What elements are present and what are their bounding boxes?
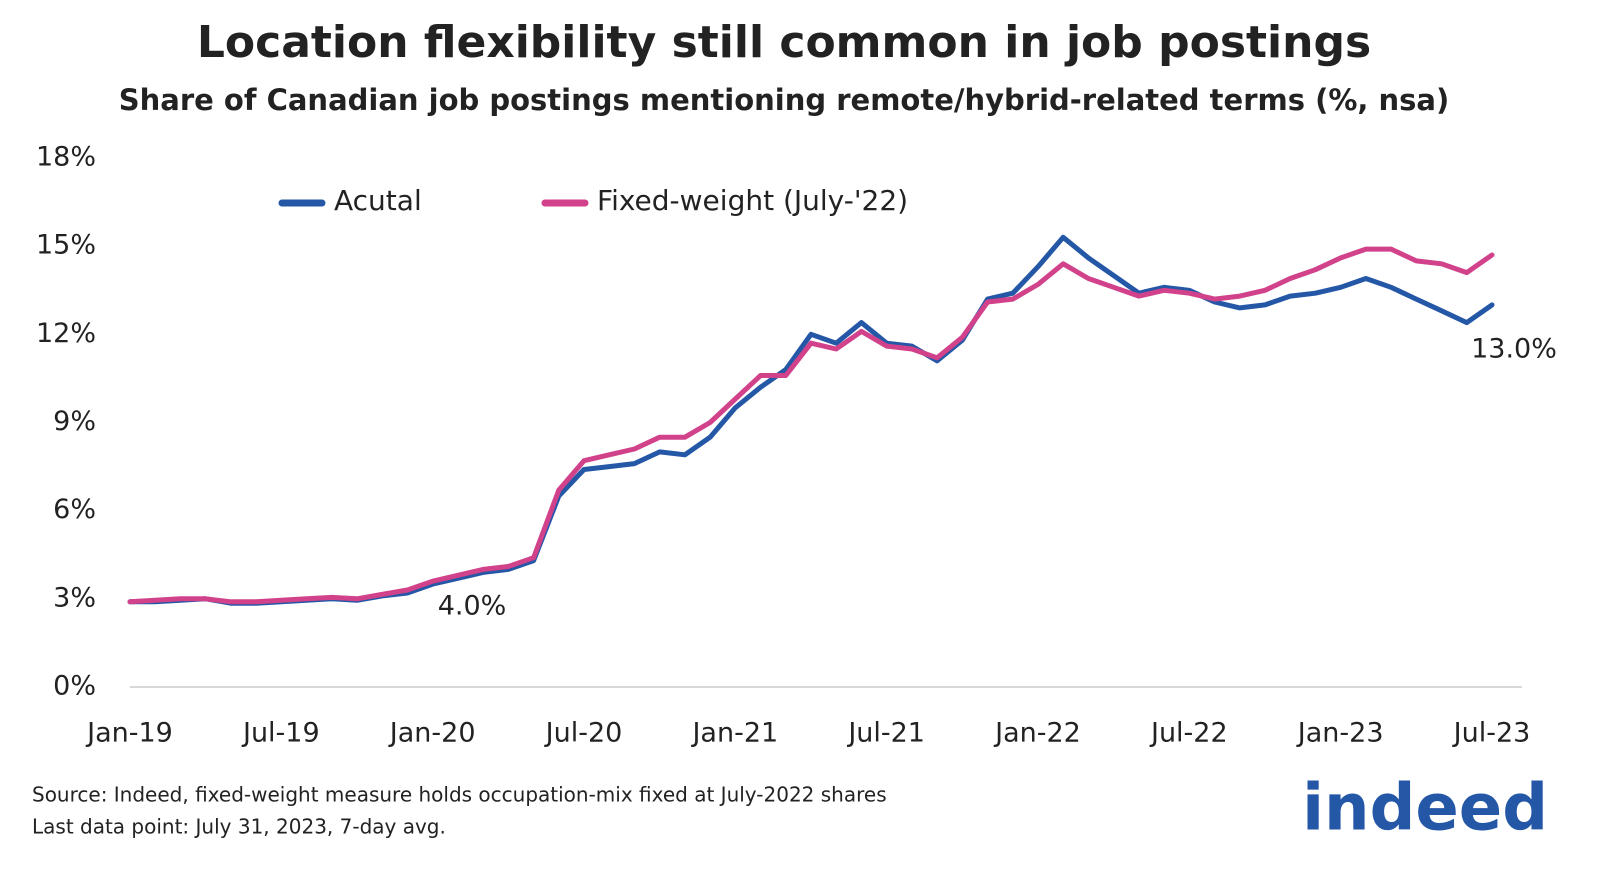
source-note: Source: Indeed, fixed-weight measure hol… [32,783,887,807]
series-line [127,246,1495,605]
legend-label: Acutal [334,184,422,217]
y-tick-label: 12% [36,318,96,349]
x-tick-label: Jan-21 [690,718,778,749]
x-tick-label: Jul-22 [1149,718,1228,749]
y-tick-label: 9% [53,406,96,437]
x-tick-label: Jan-20 [388,718,476,749]
annotation: 4.0% [438,591,507,622]
y-tick-label: 18% [36,142,96,173]
chart-subtitle: Share of Canadian job postings mentionin… [119,83,1449,117]
x-tick-label: Jul-20 [544,718,623,749]
y-tick-label: 0% [53,671,96,702]
annotation: 13.0% [1471,334,1557,365]
series-line [127,234,1495,606]
y-tick-label: 6% [53,494,96,525]
chart-title: Location flexibility still common in job… [197,17,1371,68]
y-tick-label: 3% [53,582,96,613]
x-tick-label: Jan-23 [1296,718,1384,749]
x-tick-label: Jan-22 [993,718,1081,749]
logo: indeed [1302,772,1548,846]
x-tick-label: Jul-23 [1452,718,1531,749]
x-tick-label: Jul-19 [241,718,320,749]
legend-label: Fixed-weight (July-'22) [597,184,908,217]
x-tick-label: Jan-19 [85,718,173,749]
data-note: Last data point: July 31, 2023, 7-day av… [32,815,446,839]
y-tick-label: 15% [36,230,96,261]
x-tick-label: Jul-21 [846,718,925,749]
